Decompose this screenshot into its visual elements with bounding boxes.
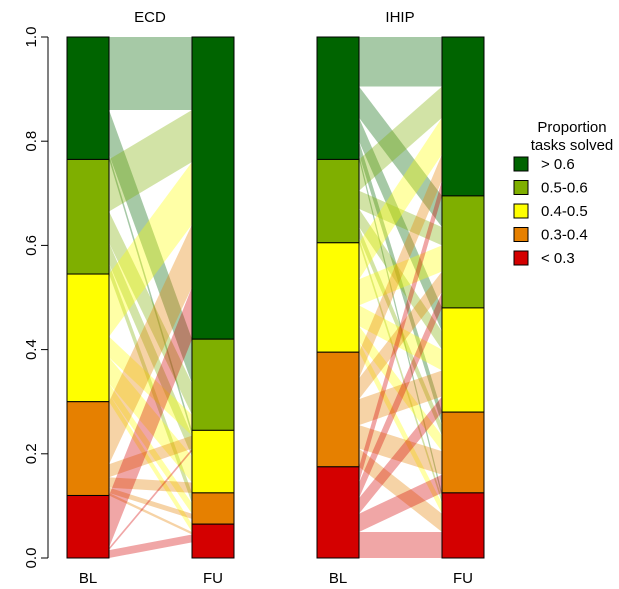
- bar-segment-bl: [316, 158, 360, 244]
- y-tick-label: 1.0: [23, 27, 40, 48]
- flow-band: [359, 292, 442, 499]
- legend-swatch: [513, 203, 529, 219]
- flow-band: [109, 383, 192, 514]
- flow-band: [109, 37, 192, 110]
- flow-band: [359, 474, 442, 532]
- flow-band: [359, 190, 442, 246]
- bar-segment-bl: [66, 494, 110, 559]
- flow-band: [109, 263, 192, 504]
- flow-band: [109, 534, 192, 558]
- flow-band: [359, 37, 442, 87]
- flow-band: [109, 224, 192, 465]
- x-axis-label: FU: [203, 570, 223, 587]
- panel-title: ECD: [134, 9, 166, 26]
- flow-band: [109, 109, 192, 212]
- flow-band: [359, 370, 442, 426]
- bar-segment-bl: [66, 36, 110, 160]
- legend-label: 0.3-0.4: [541, 227, 588, 244]
- y-tick-label: 0.2: [23, 443, 40, 464]
- legend-label: < 0.3: [541, 250, 575, 267]
- bar-segment-fu: [441, 195, 485, 309]
- bar-segment-bl: [316, 242, 360, 353]
- flow-band: [359, 305, 442, 371]
- flow-band: [109, 435, 192, 478]
- flow-band: [359, 86, 442, 191]
- bar-segment-fu: [441, 307, 485, 413]
- bar-segment-bl: [316, 36, 360, 160]
- y-tick-label: 0.8: [23, 131, 40, 152]
- flow-band: [109, 287, 192, 548]
- legend-label: > 0.6: [541, 156, 575, 173]
- x-axis-label: FU: [453, 570, 473, 587]
- bar-segment-fu: [191, 36, 235, 340]
- flow-band: [109, 336, 192, 436]
- bar-segment-fu: [441, 411, 485, 494]
- flow-group: [109, 37, 192, 558]
- panel-ihip: IHIP BL FU: [316, 9, 485, 587]
- flow-band: [109, 242, 192, 457]
- bar-segment-bl: [316, 466, 360, 559]
- flow-band: [359, 531, 442, 558]
- flow-band: [359, 245, 442, 306]
- legend-swatch: [513, 250, 529, 266]
- bar-segment-fu: [441, 492, 485, 559]
- x-axis-label: BL: [329, 570, 347, 587]
- flow-band: [359, 117, 442, 332]
- y-tick-label: 0.4: [23, 339, 40, 360]
- flow-band: [359, 154, 442, 379]
- flow-group: [359, 37, 442, 558]
- flow-band: [359, 396, 442, 514]
- flow-band: [109, 109, 192, 384]
- legend-label: 0.4-0.5: [541, 203, 588, 220]
- bar-segment-fu: [441, 36, 485, 197]
- x-axis-label: BL: [79, 570, 97, 587]
- flow-band: [359, 341, 442, 514]
- flow-band: [109, 211, 192, 415]
- legend-swatch: [513, 227, 529, 242]
- bar-segment-fu: [191, 492, 235, 525]
- legend-title: tasks solved: [531, 137, 614, 154]
- bar-segment-bl: [66, 158, 110, 275]
- bar-segment-bl: [316, 351, 360, 468]
- panel-ecd: ECD BL FU: [66, 9, 235, 587]
- flow-band: [109, 393, 192, 532]
- flow-band: [109, 154, 192, 436]
- flow-band: [359, 448, 442, 532]
- legend-swatch: [513, 180, 529, 195]
- flow-band: [359, 271, 442, 400]
- y-tick-label: 0.0: [23, 548, 40, 569]
- flow-band: [109, 357, 192, 483]
- flow-band: [109, 492, 192, 535]
- bar-segment-bl: [66, 273, 110, 403]
- bar-segment-fu: [191, 338, 235, 431]
- flow-band: [359, 425, 442, 475]
- flow-band: [359, 117, 442, 280]
- bar-segment-fu: [191, 523, 235, 559]
- bar-segment-bl: [66, 401, 110, 496]
- flow-band: [109, 487, 192, 519]
- legend-swatch: [513, 156, 529, 172]
- flow-band: [109, 477, 192, 493]
- legend-label: 0.5-0.6: [541, 180, 588, 197]
- bar-segment-fu: [191, 429, 235, 494]
- panel-title: IHIP: [385, 9, 414, 26]
- legend-title: Proportion: [537, 119, 606, 136]
- flow-band: [109, 448, 192, 551]
- flow-band: [359, 86, 442, 228]
- flow-band: [359, 208, 442, 350]
- flow-band: [359, 227, 442, 436]
- flow-band: [359, 237, 442, 504]
- flow-band: [359, 326, 442, 452]
- y-tick-label: 0.6: [23, 235, 40, 256]
- flow-band: [109, 162, 192, 337]
- flow-band: [359, 154, 442, 499]
- flow-band: [359, 141, 442, 426]
- flow-band: [359, 180, 442, 483]
